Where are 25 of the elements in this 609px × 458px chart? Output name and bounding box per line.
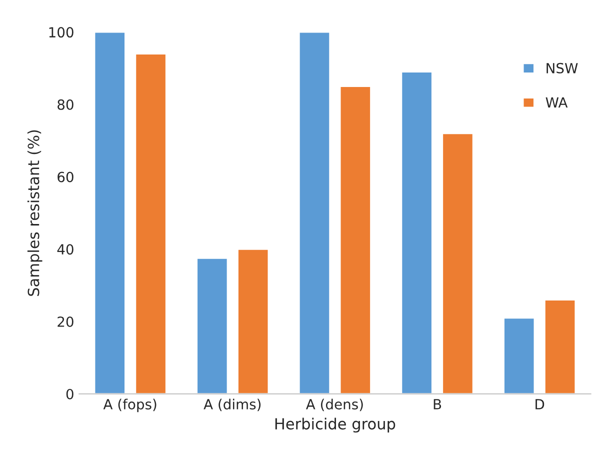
legend-label: WA	[546, 97, 568, 108]
bar	[503, 317, 536, 394]
y-tick-label: 80	[58, 99, 74, 110]
bar	[339, 86, 372, 394]
x-tick-label: B	[434, 399, 442, 410]
x-tick-label: D	[536, 399, 544, 410]
x-axis-title: Herbicide group	[275, 418, 396, 433]
bar	[196, 258, 228, 394]
y-tick-label: 0	[66, 388, 74, 400]
x-tick-label: A (dims)	[204, 398, 261, 412]
x-tick-label: A (fops)	[103, 398, 156, 412]
y-axis-title: Samples resistant (%)	[27, 130, 42, 296]
legend-label: NSW	[546, 62, 578, 74]
y-tick-label: 20	[58, 316, 74, 327]
x-tick-label: A (dens)	[306, 398, 363, 412]
y-tick-label: 100	[49, 27, 74, 38]
bar	[400, 71, 433, 394]
y-tick-label: 40	[57, 244, 74, 255]
bar	[298, 32, 331, 394]
y-tick-label: 60	[58, 172, 74, 182]
bar	[544, 299, 576, 394]
bar	[134, 53, 167, 394]
bar	[442, 132, 474, 394]
bar	[237, 248, 270, 394]
bar	[94, 32, 126, 394]
